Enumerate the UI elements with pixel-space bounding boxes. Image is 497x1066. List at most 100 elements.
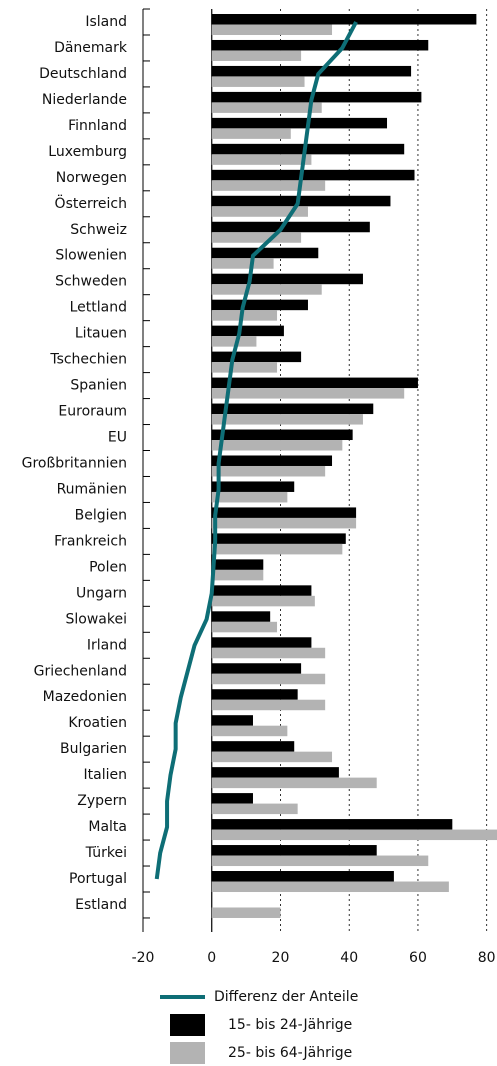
- bar: [211, 102, 322, 113]
- bar: [211, 517, 357, 529]
- bar: [211, 117, 388, 129]
- bar: [211, 247, 319, 259]
- bar: [211, 481, 295, 492]
- bar: [211, 689, 298, 700]
- y-tick-label: Polen: [89, 559, 127, 575]
- bar: [211, 673, 326, 685]
- y-tick-label: Norwegen: [56, 170, 127, 186]
- bar: [211, 465, 326, 477]
- bar: [211, 39, 429, 51]
- y-tick-label: Österreich: [55, 194, 127, 212]
- y-tick-label: Dänemark: [54, 40, 128, 56]
- bar: [211, 751, 333, 763]
- bar: [211, 559, 264, 570]
- bar: [211, 871, 394, 882]
- x-tick-label: 60: [409, 950, 427, 966]
- bar: [211, 362, 278, 373]
- y-tick-label: Euroraum: [58, 404, 127, 420]
- y-tick-label: Tschechien: [49, 352, 127, 368]
- bar: [211, 440, 343, 451]
- legend-label: 15- bis 24-Jährige: [228, 1017, 352, 1033]
- y-tick-label: Luxemburg: [48, 144, 127, 160]
- bar: [211, 414, 363, 425]
- y-tick-label: Türkei: [85, 845, 127, 861]
- y-tick-label: Spanien: [70, 378, 127, 394]
- x-tick-label: 40: [340, 950, 358, 966]
- x-tick-label: -20: [132, 950, 155, 966]
- y-tick-label: Schweden: [55, 274, 127, 290]
- bar: [211, 180, 326, 191]
- bar: [211, 725, 288, 737]
- bar: [211, 455, 333, 466]
- bar: [211, 793, 253, 804]
- bar: [211, 403, 374, 415]
- bar: [211, 855, 429, 867]
- bar: [211, 377, 418, 389]
- x-tick-label: 80: [478, 950, 496, 966]
- y-tick-label: Frankreich: [54, 533, 127, 549]
- bar: [211, 881, 449, 893]
- bar: [211, 24, 333, 35]
- bar: [211, 299, 308, 311]
- bar: [211, 128, 291, 139]
- bar: [211, 14, 477, 25]
- bar: [211, 195, 391, 207]
- y-tick-label: Ungarn: [76, 585, 127, 601]
- y-tick-label: Lettland: [70, 300, 127, 316]
- bar: [211, 595, 315, 607]
- bar: [211, 351, 302, 363]
- bar: [211, 232, 302, 243]
- y-tick-label: EU: [108, 430, 127, 446]
- bar: [211, 767, 339, 778]
- x-tick-label: 0: [207, 950, 216, 966]
- bar: [211, 715, 253, 726]
- bar: [211, 637, 312, 648]
- bar: [211, 845, 377, 856]
- y-tick-label: Großbritannien: [22, 455, 127, 471]
- bar: [211, 221, 370, 233]
- y-tick-label: Belgien: [75, 507, 127, 523]
- y-tick-label: Zypern: [77, 793, 127, 809]
- bar: [211, 543, 343, 555]
- bar: [211, 611, 271, 622]
- bar: [211, 741, 295, 752]
- y-tick-label: Rumänien: [57, 481, 127, 497]
- legend-swatch: [170, 1014, 205, 1036]
- x-tick-label: 20: [272, 950, 290, 966]
- bar: [211, 50, 302, 61]
- bar: [211, 699, 326, 711]
- bar: [211, 429, 353, 441]
- y-tick-label: Irland: [87, 637, 127, 653]
- y-tick-label: Griechenland: [34, 663, 127, 679]
- bar: [211, 154, 312, 165]
- y-tick-label: Deutschland: [39, 66, 127, 82]
- bar: [211, 507, 357, 518]
- bar: [211, 777, 377, 789]
- bar: [211, 206, 308, 217]
- legend-swatch: [170, 1042, 205, 1064]
- bar: [211, 647, 326, 659]
- y-tick-label: Island: [85, 14, 127, 30]
- bar: [211, 336, 257, 347]
- y-tick-label: Mazedonien: [43, 689, 127, 705]
- y-tick-label: Slowakei: [66, 611, 127, 627]
- y-tick-label: Kroatien: [68, 715, 127, 731]
- bar: [211, 143, 405, 155]
- difference-line: [154, 21, 358, 880]
- legend-label: Differenz der Anteile: [214, 989, 358, 1005]
- bar: [211, 76, 305, 87]
- bar: [211, 621, 278, 633]
- bar: [211, 388, 405, 399]
- bar: [211, 829, 497, 841]
- bar: [211, 533, 346, 544]
- bar: [211, 819, 453, 830]
- bar: [211, 663, 302, 674]
- y-tick-label: Malta: [88, 819, 127, 835]
- bar: [211, 91, 422, 103]
- legend-label: 25- bis 64-Jährige: [228, 1045, 352, 1061]
- bar: [211, 569, 264, 581]
- y-tick-label: Litauen: [75, 326, 127, 342]
- bar: [211, 273, 363, 285]
- bar: [211, 325, 284, 337]
